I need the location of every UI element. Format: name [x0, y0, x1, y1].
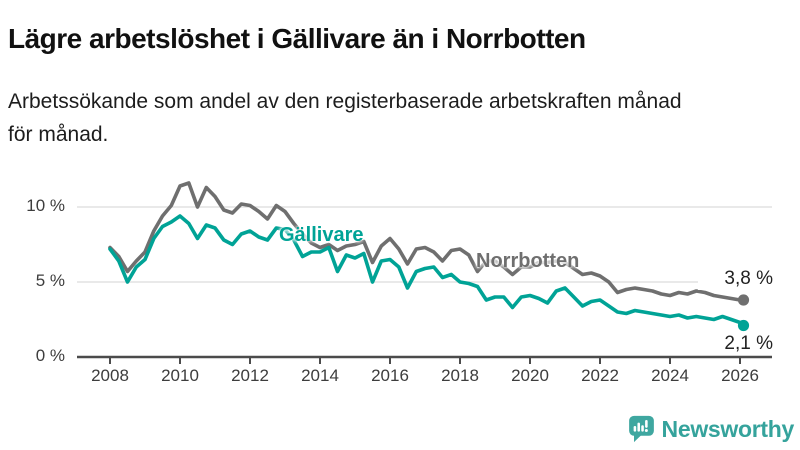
x-axis-tick-label: 2010	[161, 366, 199, 385]
brand-name: Newsworthy	[661, 415, 795, 442]
newsworthy-brand: Newsworthy	[628, 414, 794, 444]
x-axis-tick-label: 2026	[721, 366, 759, 385]
x-axis-tick-label: 2020	[511, 366, 549, 385]
x-axis-tick-label: 2008	[91, 366, 129, 385]
y-axis-tick-label: 0 %	[35, 346, 65, 365]
y-axis-tick-label: 10 %	[26, 196, 65, 215]
x-axis-tick-label: 2024	[651, 366, 689, 385]
chart-subtitle-line2: för månad.	[8, 123, 109, 146]
series-label-norrbotten: Norrbotten	[476, 250, 580, 272]
chart-title: Lägre arbetslöshet i Gällivare än i Norr…	[8, 22, 586, 54]
x-axis-tick-label: 2018	[441, 366, 479, 385]
chart-subtitle: Arbetssökande som andel av den registerb…	[8, 85, 788, 151]
chart-subtitle-line1: Arbetssökande som andel av den registerb…	[8, 90, 682, 113]
end-value-label-norrbotten: 3,8 %	[698, 268, 774, 290]
end-value-label-gallivare: 2,1 %	[698, 333, 774, 355]
series-label-gallivare: Gällivare	[279, 224, 364, 246]
x-axis-tick-label: 2012	[231, 366, 269, 385]
x-axis-tick-label: 2016	[371, 366, 409, 385]
newsworthy-logo-icon	[628, 414, 655, 444]
x-axis-tick-label: 2022	[581, 366, 619, 385]
y-axis-tick-label: 5 %	[35, 271, 65, 290]
x-axis-tick-label: 2014	[301, 366, 339, 385]
